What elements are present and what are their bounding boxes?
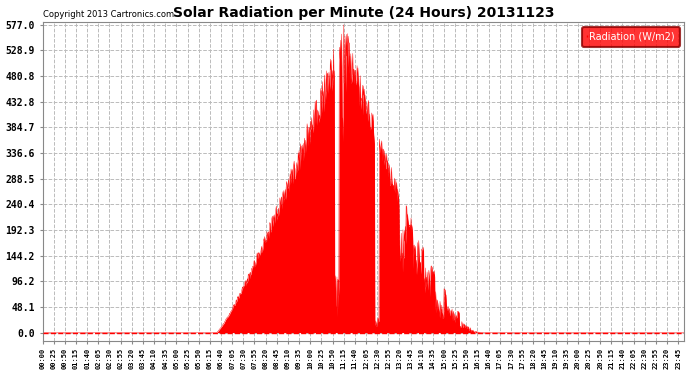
Legend: Radiation (W/m2): Radiation (W/m2): [582, 27, 680, 47]
Text: Copyright 2013 Cartronics.com: Copyright 2013 Cartronics.com: [43, 10, 174, 19]
Title: Solar Radiation per Minute (24 Hours) 20131123: Solar Radiation per Minute (24 Hours) 20…: [172, 6, 554, 20]
